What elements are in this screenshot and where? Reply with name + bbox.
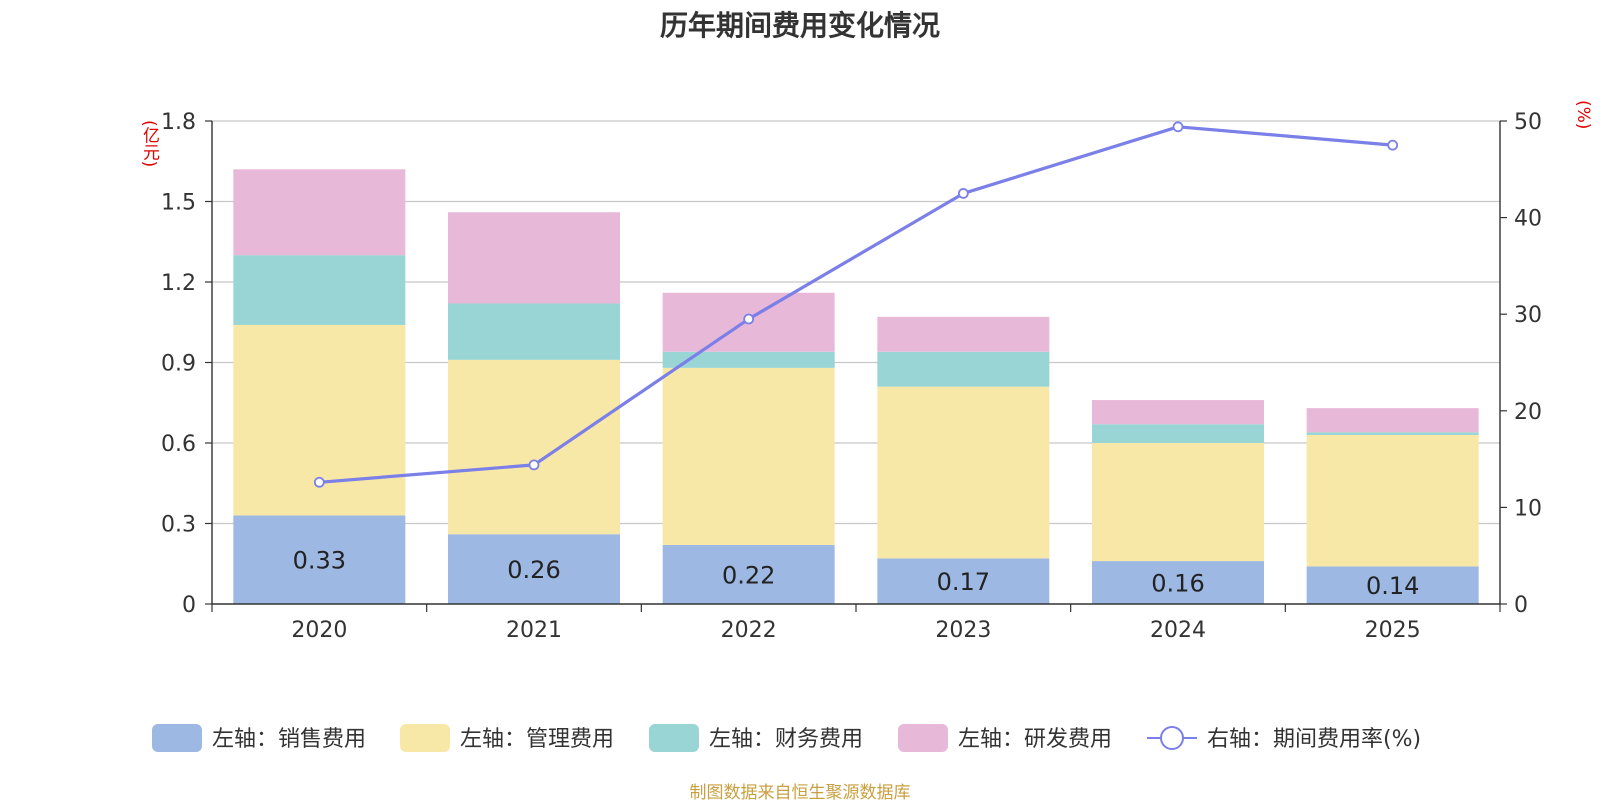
left-tick-label: 0 [182, 593, 196, 618]
rate-point [1387, 139, 1399, 151]
left-tick-label: 0.6 [161, 432, 196, 457]
bar-segment [448, 212, 620, 304]
left-tick-label: 1.5 [161, 191, 196, 216]
x-tick-label: 2021 [506, 618, 562, 643]
bar-segment [1306, 432, 1479, 435]
bar-data-label: 0.14 [1366, 572, 1419, 600]
source-note: 制图数据来自恒生聚源数据库 [689, 783, 911, 803]
legend-label: 左轴：管理费用 [460, 727, 614, 752]
bar-segment [233, 255, 406, 325]
x-tick-label: 2020 [291, 618, 347, 643]
legend-swatch [400, 724, 450, 752]
rate-point [1172, 121, 1184, 133]
bar-segment [877, 558, 1050, 604]
right-axis-unit: (%) [1573, 100, 1593, 130]
legend-swatch [649, 724, 699, 752]
legend-swatch [898, 724, 948, 752]
bar-segment [1092, 400, 1264, 425]
left-tick-label: 1.2 [161, 271, 196, 296]
rate-point [957, 188, 969, 199]
right-tick-label: 20 [1514, 400, 1542, 425]
bar-segment [1306, 434, 1479, 567]
bar-segment [233, 169, 406, 256]
x-tick-label: 2024 [1150, 618, 1206, 643]
left-tick-label: 1.8 [161, 110, 196, 135]
bar-data-label: 0.26 [507, 556, 560, 584]
bar-data-label: 0.33 [293, 547, 346, 575]
legend-label: 左轴：研发费用 [958, 727, 1112, 752]
bar-segment [877, 351, 1050, 387]
left-axis-unit: (亿元) [139, 120, 159, 168]
bar-data-label: 0.16 [1151, 570, 1204, 598]
bar-segment [1092, 424, 1264, 443]
bar-segment [448, 534, 620, 604]
bar-segment [1306, 566, 1479, 604]
bar-segment [877, 386, 1050, 559]
x-tick-label: 2025 [1365, 618, 1421, 643]
right-tick-label: 0 [1514, 593, 1528, 618]
left-tick-label: 0.9 [161, 352, 196, 377]
bar-segment [1092, 561, 1264, 604]
right-tick-label: 40 [1514, 207, 1542, 232]
right-tick-label: 10 [1514, 496, 1542, 521]
legend-label: 右轴：期间费用率(%) [1207, 727, 1421, 752]
x-tick-label: 2023 [935, 618, 991, 643]
bar-segment [662, 544, 835, 604]
bar-segment [1306, 408, 1479, 433]
rate-point [743, 313, 755, 325]
bar-segment [448, 359, 620, 535]
left-tick-label: 0.3 [161, 513, 196, 538]
right-tick-label: 30 [1514, 303, 1542, 328]
legend-swatch [152, 724, 202, 752]
bar-segment [448, 303, 620, 360]
bar-data-label: 0.17 [937, 568, 990, 596]
legend-circle-swatch [1160, 726, 1184, 750]
bar-segment [662, 351, 835, 368]
bar-data-label: 0.22 [722, 561, 775, 589]
rate-point [313, 476, 325, 488]
rate-line [319, 125, 1393, 484]
x-tick-label: 2022 [721, 618, 777, 643]
right-tick-label: 50 [1514, 110, 1542, 135]
bar-segment [662, 367, 835, 545]
legend-label: 左轴：财务费用 [709, 727, 863, 752]
bar-segment [1092, 443, 1264, 562]
bar-segment [233, 515, 406, 604]
rate-point [528, 459, 540, 471]
chart-title: 历年期间费用变化情况 [659, 9, 940, 42]
bar-segment [877, 316, 1050, 352]
legend-label: 左轴：销售费用 [212, 727, 366, 752]
